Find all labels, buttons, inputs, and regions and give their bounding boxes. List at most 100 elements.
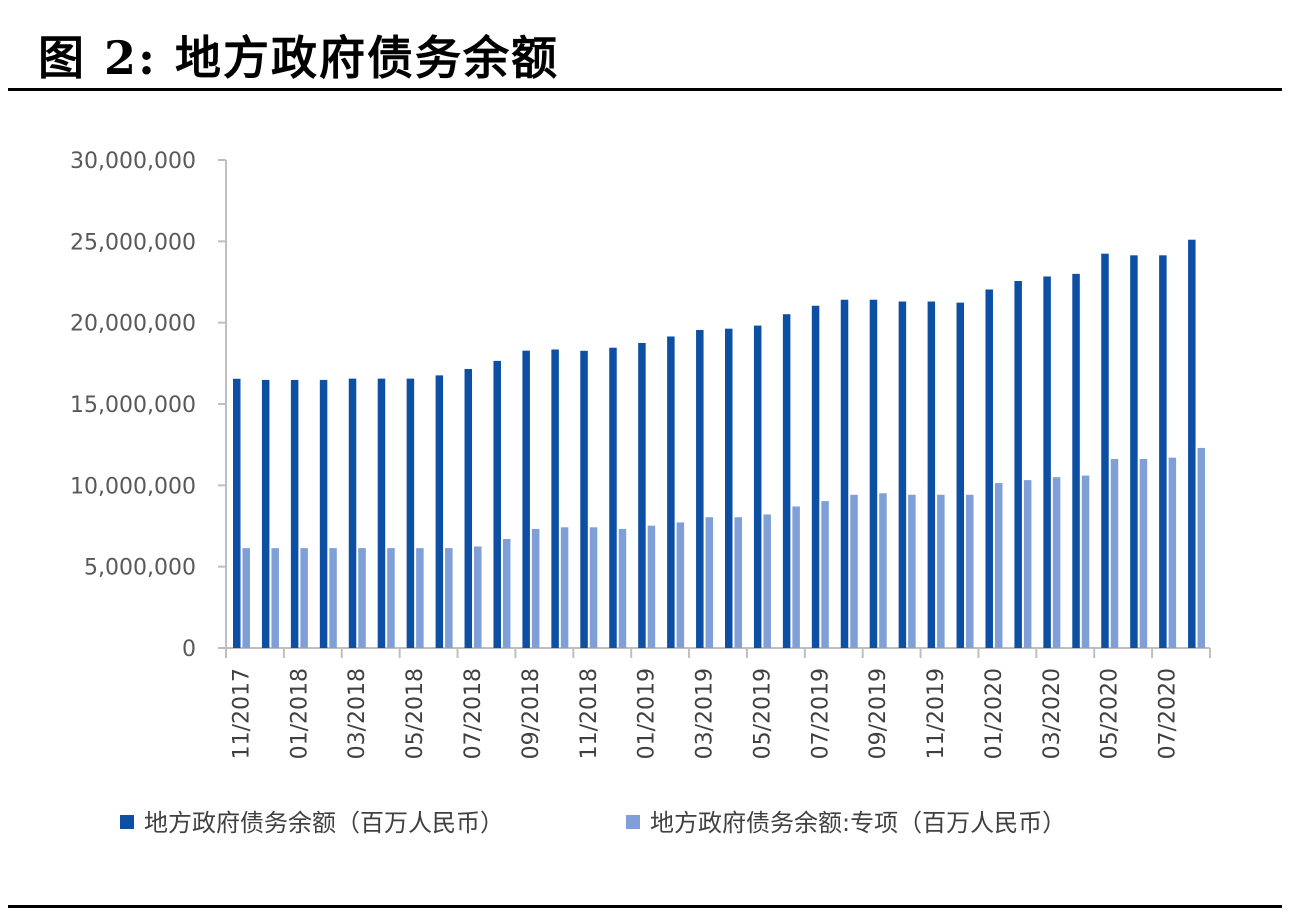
bar-special (300, 548, 308, 648)
bar-total (609, 347, 617, 648)
bar-special (531, 528, 540, 648)
bar-total (753, 325, 762, 648)
bar-total (1072, 273, 1080, 648)
y-tick-label: 30,000,000 (70, 149, 196, 174)
x-tick-label: 07/2019 (808, 668, 833, 759)
bar-special (850, 494, 858, 648)
top-rule (8, 88, 1282, 91)
x-tick-label: 03/2018 (345, 668, 370, 759)
bar-total (377, 378, 386, 648)
legend-swatch (626, 815, 640, 829)
y-axis: 30,000,000 25,000,000 20,000,000 15,000,000… (70, 149, 227, 662)
bar-total (956, 302, 965, 648)
bar-total (1043, 276, 1051, 648)
bar-total (493, 360, 501, 648)
bar-special (792, 506, 800, 648)
y-tick-label: 0 (182, 637, 196, 662)
y-tick-label: 15,000,000 (70, 393, 196, 418)
bar-total (811, 305, 820, 648)
legend-swatch (120, 815, 134, 829)
bar-special (937, 494, 945, 648)
bar-total (898, 301, 907, 648)
x-tick-label: 07/2018 (461, 668, 486, 759)
legend-label: 地方政府债务余额（百万人民币） (144, 809, 504, 837)
bar-special (271, 548, 279, 648)
bar-special (560, 527, 569, 648)
bar-total (522, 350, 530, 648)
bottom-rule (8, 905, 1282, 908)
bar-special (705, 517, 714, 648)
bar-special (416, 548, 424, 648)
x-tick-label: 01/2018 (287, 668, 312, 759)
bar-total (1014, 281, 1022, 648)
bar-total (985, 289, 993, 648)
bar-special (1052, 477, 1061, 648)
y-tick-label: 5,000,000 (84, 556, 196, 581)
x-tick-label: 05/2019 (750, 668, 775, 759)
bar-total (782, 314, 791, 648)
bar-total (1130, 255, 1138, 648)
legend-label: 地方政府债务余额:专项（百万人民币） (650, 809, 1066, 837)
bar-total (406, 378, 415, 648)
y-tick-label: 25,000,000 (70, 230, 196, 255)
bar-total (1101, 253, 1109, 649)
bar-special (474, 546, 482, 648)
bar-total (348, 378, 357, 648)
y-tick-label: 20,000,000 (70, 312, 196, 337)
bar-total (551, 349, 559, 648)
bar-special (358, 548, 366, 648)
bar-special (821, 501, 829, 648)
x-tick-label: 03/2019 (693, 668, 718, 759)
x-tick-label: 01/2020 (982, 668, 1007, 759)
bar-special (734, 517, 742, 648)
bar-total (1159, 255, 1167, 648)
x-axis: 11/2017 01/2018 03/2018 05/2018 07/2018 09/20… (225, 647, 1211, 759)
bar-special (879, 493, 887, 648)
bar-special (329, 548, 337, 648)
x-tick-label: 09/2019 (866, 668, 891, 759)
bar-total (696, 329, 704, 648)
x-tick-label: 01/2019 (635, 668, 660, 759)
bar-total (261, 379, 270, 648)
bar-total (319, 379, 328, 648)
bar-total (667, 336, 675, 648)
bar-special (1023, 480, 1032, 648)
bar-special (502, 539, 511, 648)
bar-special (618, 528, 627, 648)
x-tick-label: 11/2017 (229, 668, 254, 759)
x-tick-label: 09/2018 (519, 668, 544, 759)
bar-total (869, 299, 878, 648)
bar-special (445, 548, 453, 648)
bar-special (1197, 447, 1206, 648)
legend: 地方政府债务余额（百万人民币） 地方政府债务余额:专项（百万人民币） (120, 809, 1066, 837)
bar-special (966, 494, 974, 648)
x-tick-label: 11/2018 (577, 668, 602, 759)
bar-special (763, 514, 771, 648)
bar-special (1081, 475, 1090, 648)
bar-total (927, 301, 936, 648)
bars (233, 239, 1206, 649)
bar-special (387, 548, 395, 648)
legend-item-special: 地方政府债务余额:专项（百万人民币） (626, 809, 1066, 837)
x-tick-label: 11/2019 (924, 668, 949, 759)
bar-total (464, 369, 473, 648)
bar-special (1110, 458, 1119, 648)
bar-total (638, 343, 646, 648)
bar-special (647, 525, 656, 648)
bar-special (908, 494, 916, 648)
bar-special (242, 548, 250, 648)
bar-special (589, 527, 598, 648)
bar-total (435, 375, 444, 648)
y-tick-label: 10,000,000 (70, 474, 196, 499)
bar-special (1139, 458, 1148, 648)
bar-special (1168, 457, 1177, 648)
figure-title: 图 2: 地方政府债务余额 (38, 31, 560, 85)
bar-total (290, 379, 299, 648)
x-tick-label: 05/2020 (1098, 668, 1123, 759)
bar-total (840, 299, 849, 648)
x-tick-label: 07/2020 (1156, 668, 1181, 759)
legend-item-total: 地方政府债务余额（百万人民币） (120, 809, 504, 837)
bar-total (233, 378, 241, 648)
bar-special (676, 522, 685, 648)
